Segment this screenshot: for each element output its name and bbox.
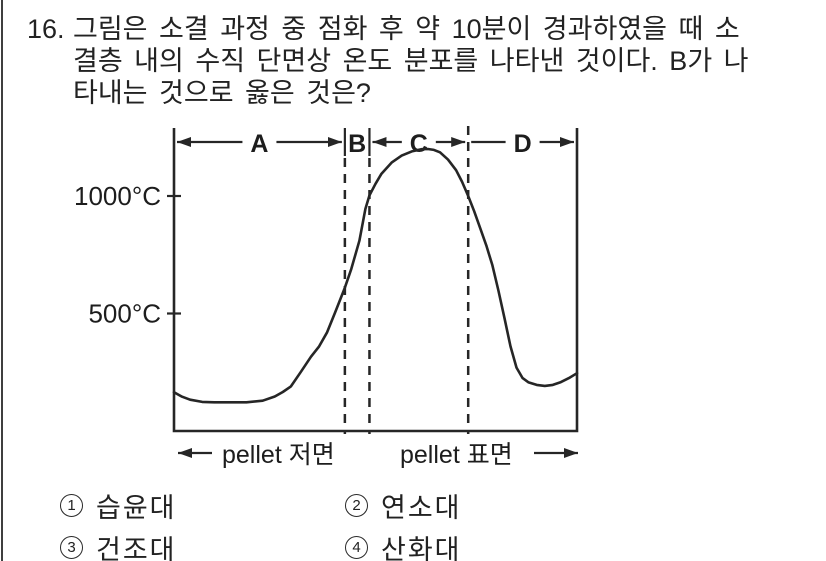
page-border <box>1 0 3 561</box>
y-tick-label-0: 1000°C <box>74 181 161 211</box>
zone-label-A: A <box>250 130 268 158</box>
zone-label-C: C <box>410 130 428 158</box>
x-axis-label-right: pellet 표면 <box>400 441 513 469</box>
question-line-2: 결층 내의 수직 단면상 온도 분포를 나타낸 것이다. B가 나 <box>73 46 749 76</box>
temperature-curve <box>172 147 579 404</box>
option-2[interactable]: 2 연소대 <box>345 486 462 525</box>
option-3[interactable]: 3 건조대 <box>60 528 177 561</box>
x-axis-label-left: pellet 저면 <box>222 441 335 469</box>
question-line-3: 타내는 것으로 옳은 것은? <box>73 78 371 108</box>
question-number: 16. <box>27 14 65 44</box>
option-4-label: 산화대 <box>381 535 462 561</box>
zone-label-B: B <box>348 130 366 158</box>
axes-frame <box>172 128 579 433</box>
option-3-label: 건조대 <box>96 535 177 561</box>
question-line-1: 그림은 소결 과정 중 점화 후 약 10분이 경과하였을 때 소 <box>73 14 740 44</box>
option-1[interactable]: 1 습윤대 <box>60 486 177 525</box>
option-2-label: 연소대 <box>381 493 462 523</box>
y-tick-label-1: 500°C <box>88 299 161 329</box>
zone-label-D: D <box>514 130 532 158</box>
option-3-number-badge: 3 <box>60 536 83 559</box>
option-4[interactable]: 4 산화대 <box>345 528 462 561</box>
option-1-number-badge: 1 <box>60 494 83 517</box>
option-4-number-badge: 4 <box>345 536 368 559</box>
question-block: 16. 그림은 소결 과정 중 점화 후 약 10분이 경과하였을 때 소 결층… <box>27 13 802 109</box>
option-2-number-badge: 2 <box>345 494 368 517</box>
question-text: 그림은 소결 과정 중 점화 후 약 10분이 경과하였을 때 소 결층 내의 … <box>73 13 749 109</box>
option-1-label: 습윤대 <box>96 493 177 523</box>
